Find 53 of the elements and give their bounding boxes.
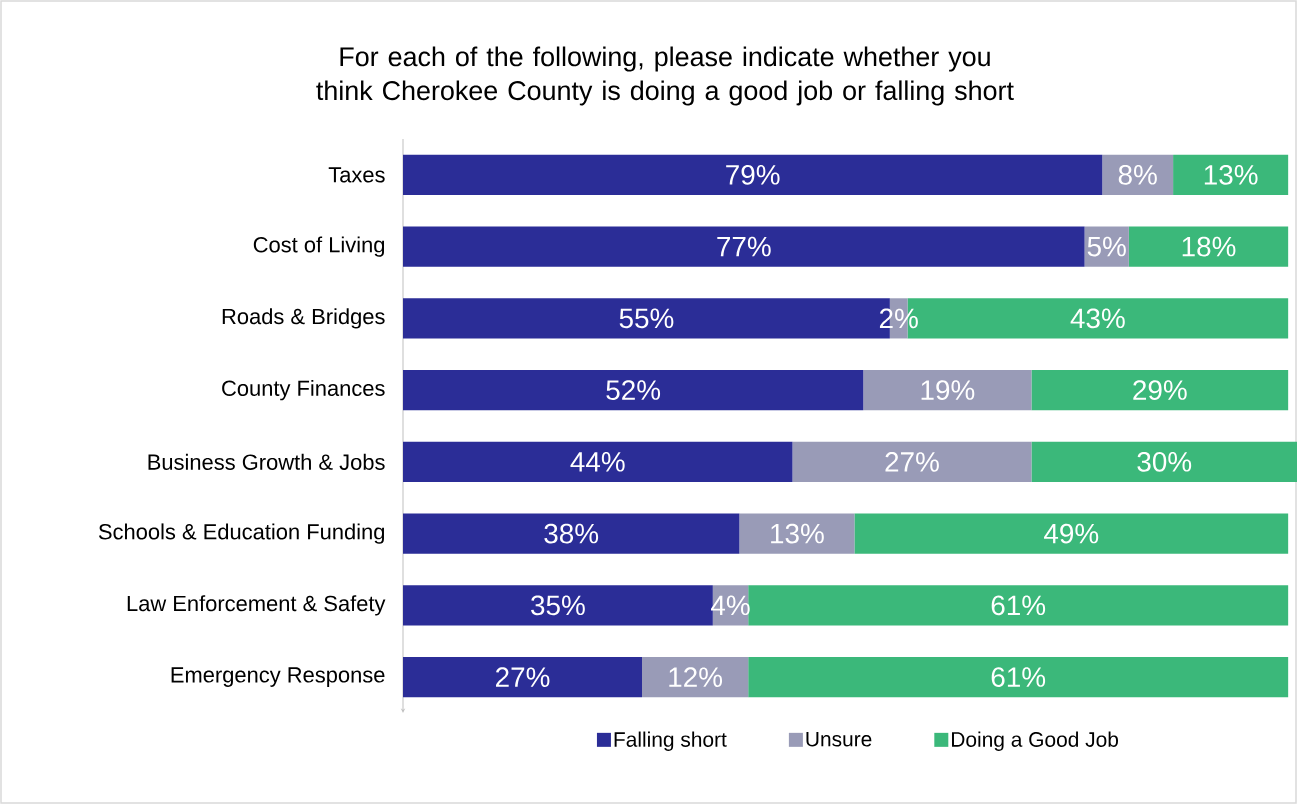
legend-label: Unsure bbox=[806, 731, 872, 747]
data-label: 18% bbox=[1182, 236, 1236, 257]
data-label: 5% bbox=[1087, 236, 1126, 257]
data-label: 13% bbox=[771, 523, 824, 544]
legend-label: Falling short bbox=[614, 731, 727, 752]
data-label: 77% bbox=[717, 236, 771, 257]
data-label: 43% bbox=[1070, 308, 1125, 329]
bar bbox=[1128, 226, 1289, 267]
data-label: 52% bbox=[606, 380, 661, 400]
bar bbox=[403, 226, 1085, 267]
y-tick-label: Taxes bbox=[328, 167, 385, 183]
data-label: 13% bbox=[1204, 164, 1258, 185]
legend-label: Doing a Good Job bbox=[952, 731, 1119, 752]
data-label: 27% bbox=[885, 452, 939, 472]
bar bbox=[403, 585, 713, 626]
bar bbox=[403, 441, 793, 482]
y-tick-label: Cost of Living bbox=[253, 236, 385, 257]
data-label: 12% bbox=[669, 667, 723, 687]
data-label: 79% bbox=[726, 164, 780, 185]
bar bbox=[1102, 154, 1174, 195]
bar bbox=[1031, 441, 1297, 482]
bar bbox=[642, 657, 749, 698]
y-tick-label: Emergency Response bbox=[171, 667, 385, 687]
data-label: 29% bbox=[1133, 380, 1187, 400]
data-label: 55% bbox=[619, 308, 674, 329]
bar bbox=[403, 154, 1103, 195]
data-label: 61% bbox=[991, 595, 1046, 616]
bar bbox=[739, 513, 855, 554]
bar bbox=[748, 657, 1289, 698]
bar bbox=[403, 370, 864, 411]
data-label: 30% bbox=[1137, 451, 1192, 472]
bar bbox=[403, 657, 642, 698]
data-label: 35% bbox=[531, 595, 585, 616]
data-label: 38% bbox=[544, 523, 599, 544]
bar bbox=[792, 441, 1032, 482]
bar bbox=[1173, 154, 1289, 195]
y-tick-label: Schools & Education Funding bbox=[98, 523, 385, 544]
y-tick-label: Business Growth & Jobs bbox=[148, 453, 385, 470]
bar bbox=[1031, 370, 1289, 411]
data-label: 19% bbox=[921, 380, 975, 400]
bar bbox=[403, 513, 740, 554]
bar bbox=[748, 585, 1289, 626]
bar bbox=[854, 513, 1289, 554]
chart-title: For each of the following, please indicate whether you think Cherokee County is doing a good job or falling short bbox=[316, 46, 1014, 106]
y-tick-label: Roads & Bridges bbox=[222, 308, 385, 329]
data-label: 8% bbox=[1118, 164, 1157, 185]
y-tick-label: County Finances bbox=[222, 379, 385, 401]
data-label: 61% bbox=[991, 667, 1046, 687]
data-label: 44% bbox=[570, 452, 625, 472]
y-tick-label: Law Enforcement & Safety bbox=[127, 595, 386, 616]
data-label: 27% bbox=[496, 667, 550, 687]
bar bbox=[863, 370, 1032, 411]
data-label: 49% bbox=[1044, 523, 1099, 544]
